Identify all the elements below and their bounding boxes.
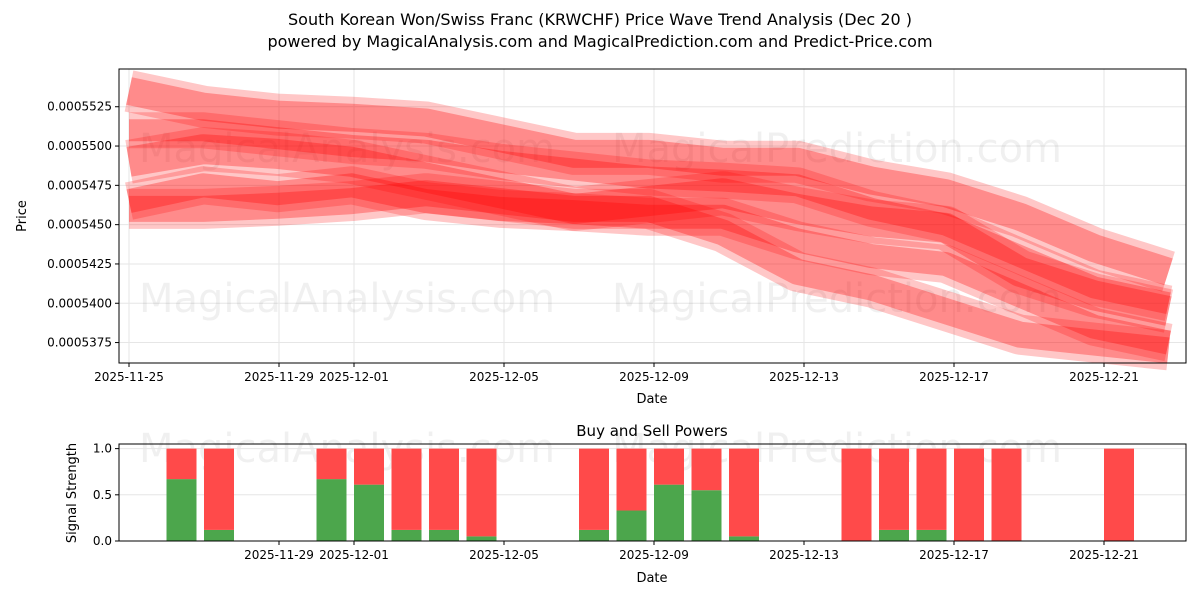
sell-bar	[204, 448, 234, 530]
y-tick-label: 0.0005425	[47, 257, 112, 271]
buy-bar	[579, 529, 609, 541]
sell-bar	[1104, 448, 1134, 541]
buy-bar	[354, 484, 384, 541]
x-tick-label: 2025-12-13	[769, 370, 839, 384]
wave-band	[126, 173, 1171, 355]
x-tick-label: 2025-12-09	[619, 548, 689, 562]
buy-bar	[166, 479, 197, 541]
y-axis-label: Signal Strength	[65, 443, 80, 543]
x-tick-label: 2025-11-29	[244, 370, 314, 384]
watermark: MagicalAnalysis.com	[139, 126, 555, 172]
sell-bar	[916, 448, 947, 530]
buy-bar	[916, 529, 947, 541]
sell-bar	[654, 448, 684, 485]
y-tick-label: 0.0	[93, 534, 112, 548]
sell-bar	[466, 448, 497, 537]
buy-bar	[391, 529, 422, 541]
wave-band-outer	[125, 166, 1173, 362]
x-tick-label: 2025-12-01	[319, 370, 389, 384]
watermark: MagicalPrediction.com	[612, 126, 1062, 172]
sell-bar	[579, 448, 609, 530]
buy-bar	[879, 529, 909, 541]
wave-band-outer	[124, 70, 1175, 292]
sell-bar	[354, 448, 384, 485]
buy-bar	[616, 510, 647, 541]
wave-band-outer	[129, 112, 1173, 321]
y-tick-label: 0.0005375	[47, 336, 112, 350]
y-tick-label: 1.0	[93, 442, 112, 456]
x-tick-label: 2025-12-21	[1069, 548, 1139, 562]
x-tick-label: 2025-12-21	[1069, 370, 1139, 384]
watermark: MagicalPrediction.com	[612, 276, 1062, 322]
sell-bar	[691, 448, 722, 491]
buy-bar	[654, 484, 684, 541]
sell-bar	[316, 448, 347, 480]
buy-bar	[729, 536, 759, 541]
x-tick-label: 2025-12-17	[919, 370, 989, 384]
y-axis-label: Price	[15, 200, 30, 232]
buy-bar	[429, 529, 459, 541]
buy-bar	[316, 479, 347, 541]
sell-bar	[429, 448, 459, 530]
buy-bar	[466, 536, 497, 541]
y-tick-label: 0.0005525	[47, 100, 112, 114]
x-axis-label: Date	[636, 392, 667, 407]
sell-bar	[879, 448, 909, 530]
chart-title: South Korean Won/Swiss Franc (KRWCHF) Pr…	[288, 10, 912, 29]
x-tick-label: 2025-12-05	[469, 548, 539, 562]
buy-bar	[204, 529, 234, 541]
wave-band-outer	[129, 173, 1171, 371]
y-tick-label: 0.0005450	[47, 218, 112, 232]
sell-bar	[616, 448, 647, 511]
sell-bar	[954, 448, 984, 541]
wave-band	[129, 180, 1170, 364]
x-tick-label: 2025-12-13	[769, 548, 839, 562]
x-axis-label: Date	[636, 571, 667, 586]
sell-bar	[729, 448, 759, 537]
x-tick-label: 2025-12-17	[919, 548, 989, 562]
sell-bar	[991, 448, 1022, 541]
subplot-title: Buy and Sell Powers	[576, 422, 728, 440]
chart-subtitle: powered by MagicalAnalysis.com and Magic…	[267, 32, 933, 51]
y-tick-label: 0.0005400	[47, 296, 112, 310]
wave-band	[126, 134, 1172, 326]
wave-band	[129, 119, 1171, 315]
plot-frame	[118, 443, 1187, 542]
wave-band	[126, 77, 1173, 286]
x-tick-label: 2025-11-25	[94, 370, 164, 384]
x-tick-label: 2025-12-09	[619, 370, 689, 384]
x-tick-label: 2025-12-01	[319, 548, 389, 562]
plot-frame	[118, 68, 1187, 364]
buy-bar	[691, 490, 722, 541]
watermark: MagicalAnalysis.com	[139, 276, 555, 322]
x-tick-label: 2025-12-05	[469, 370, 539, 384]
sell-bar	[166, 448, 197, 480]
wave-band-outer	[125, 127, 1174, 333]
y-tick-label: 0.5	[93, 488, 112, 502]
y-tick-label: 0.0005475	[47, 178, 112, 192]
sell-bar	[391, 448, 422, 530]
sell-bar	[841, 448, 872, 541]
x-tick-label: 2025-11-29	[244, 548, 314, 562]
y-tick-label: 0.0005500	[47, 139, 112, 153]
